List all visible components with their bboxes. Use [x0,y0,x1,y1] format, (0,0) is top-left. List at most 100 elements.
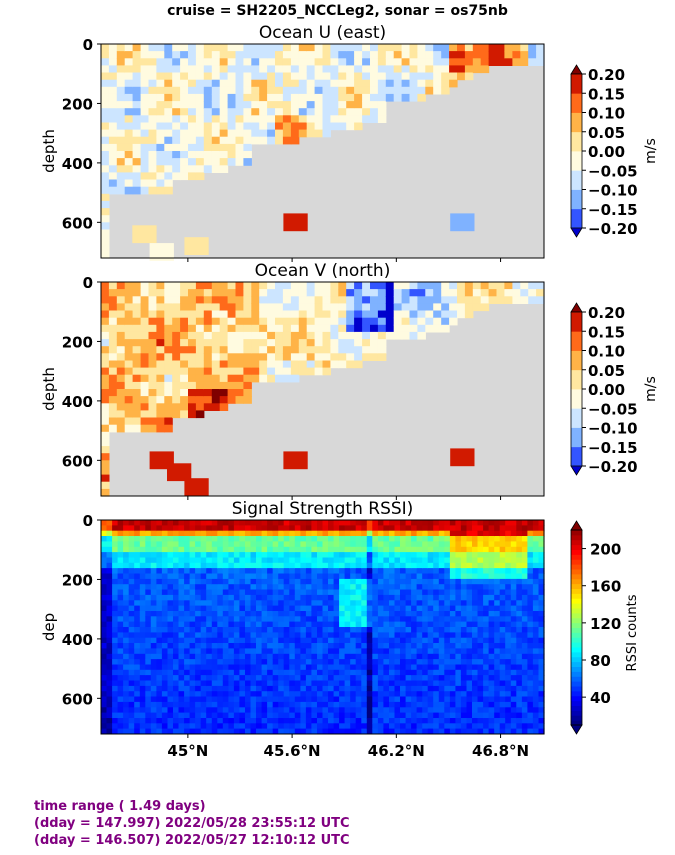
heatmap-cell [164,179,173,188]
heatmap-cell [460,675,467,681]
heatmap-cell [195,151,205,159]
heatmap-cell [106,611,113,617]
heatmap-cell [322,568,329,574]
heatmap-cell [283,621,290,628]
heatmap-cell [405,643,412,649]
panel-title: Signal Strength RSSI) [232,499,414,519]
heatmap-cell [167,669,174,676]
heatmap-cell [393,296,403,304]
heatmap-cell [433,600,440,607]
heatmap-cell [180,303,189,312]
colorbar-band [571,74,582,94]
heatmap-cell [311,600,318,607]
heatmap-cell [355,723,362,730]
heatmap-cell [510,600,517,607]
heatmap-cell [261,621,268,628]
heatmap-cell [148,86,157,95]
heatmap-cell [206,707,213,714]
heatmap-cell [444,557,451,564]
heatmap-cell [180,381,189,390]
heatmap-cell [259,122,268,131]
heatmap-cell [328,530,335,537]
heatmap-cell [370,303,379,312]
heatmap-cell [354,360,363,369]
heatmap-cell [189,664,196,671]
heatmap-cell [140,44,150,52]
heatmap-cell [211,360,221,369]
heatmap-cell [156,589,163,596]
heatmap-cell [211,115,221,123]
heatmap-cell [124,289,134,297]
heatmap-cell [483,653,490,660]
heatmap-cell [300,664,307,671]
colorbar-band [571,666,582,672]
heatmap-cell [370,115,379,123]
heatmap-cell [362,324,371,333]
heatmap-cell [164,389,173,397]
heatmap-cell [217,605,224,612]
heatmap-cell [272,621,279,628]
heatmap-cell [383,669,390,676]
heatmap-cell [438,723,445,730]
heatmap-cell [510,605,517,612]
heatmap-cell [477,653,484,660]
heatmap-cell [377,339,387,347]
heatmap-cell [272,589,279,596]
heatmap-cell [441,296,450,304]
heatmap-cell [350,600,357,607]
heatmap-cell [314,303,324,312]
heatmap-cell [322,367,331,376]
heatmap-cell [483,648,490,655]
heatmap-cell [538,718,545,724]
heatmap-cell [140,58,150,66]
heatmap-cell [101,578,108,585]
heatmap-cell [322,589,329,596]
heatmap-cell [128,675,135,681]
heatmap-cell [195,520,202,526]
heatmap-cell [156,637,163,644]
heatmap-cell [123,589,130,596]
heatmap-cell [361,669,368,676]
heatmap-cell [294,578,301,585]
heatmap-cell [101,310,110,319]
heatmap-cell [139,568,146,574]
heatmap-cell [243,389,252,397]
heatmap-cell [278,680,285,687]
heatmap-cell [361,648,368,655]
heatmap-cell [538,557,545,564]
heatmap-cell [261,568,268,574]
heatmap-cell [256,600,263,607]
heatmap-cell [488,578,495,585]
heatmap-cell [425,86,434,95]
heatmap-cell [128,536,135,542]
heatmap-cell [116,353,126,361]
heatmap-cell [339,632,346,639]
heatmap-cell [167,562,174,569]
heatmap-cell [116,346,126,354]
heatmap-cell [156,653,163,660]
heatmap-cell [148,296,157,304]
heatmap-cell [339,605,346,612]
heatmap-cell [272,680,279,687]
heatmap-cell [164,86,173,95]
heatmap-cell [427,562,434,569]
heatmap-cell [178,669,185,676]
heatmap-cell [339,701,346,708]
heatmap-cell [344,680,351,687]
heatmap-cell [494,611,501,617]
heatmap-cell [422,573,429,580]
heatmap-cell [167,648,174,655]
footer-line-2: (dday = 147.997) 2022/05/28 23:55:12 UTC [34,816,350,831]
heatmap-cell [173,728,180,735]
heatmap-cell [195,310,205,319]
heatmap-cell [411,536,418,542]
colorbar-band [571,564,582,570]
heatmap-cell [372,718,379,724]
heatmap-cell [206,605,213,612]
heatmap-cell [290,72,300,81]
heatmap-cell [306,289,316,297]
heatmap-cell [505,600,512,607]
heatmap-cell [372,685,379,692]
heatmap-cell [282,367,292,376]
heatmap-cell [219,108,229,116]
